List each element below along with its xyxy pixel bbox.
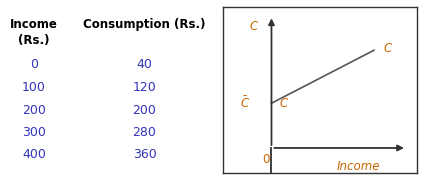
Text: 40: 40 — [136, 58, 153, 71]
Text: $\bar{C}$: $\bar{C}$ — [240, 96, 250, 111]
Text: 200: 200 — [22, 104, 46, 117]
Text: Income: Income — [10, 18, 58, 31]
Text: 0: 0 — [30, 58, 38, 71]
Text: 360: 360 — [133, 148, 156, 161]
Text: C: C — [279, 97, 287, 110]
Text: (Rs.): (Rs.) — [18, 34, 50, 47]
Text: 120: 120 — [133, 81, 156, 94]
Text: 0: 0 — [262, 153, 269, 166]
Text: C: C — [250, 21, 258, 33]
Text: 400: 400 — [22, 148, 46, 161]
Text: C: C — [384, 42, 392, 55]
Text: 100: 100 — [22, 81, 46, 94]
Text: Income: Income — [337, 159, 380, 173]
Text: 280: 280 — [133, 126, 156, 139]
Text: Consumption (Rs.): Consumption (Rs.) — [83, 18, 206, 31]
Text: 300: 300 — [22, 126, 46, 139]
Text: 200: 200 — [133, 104, 156, 117]
